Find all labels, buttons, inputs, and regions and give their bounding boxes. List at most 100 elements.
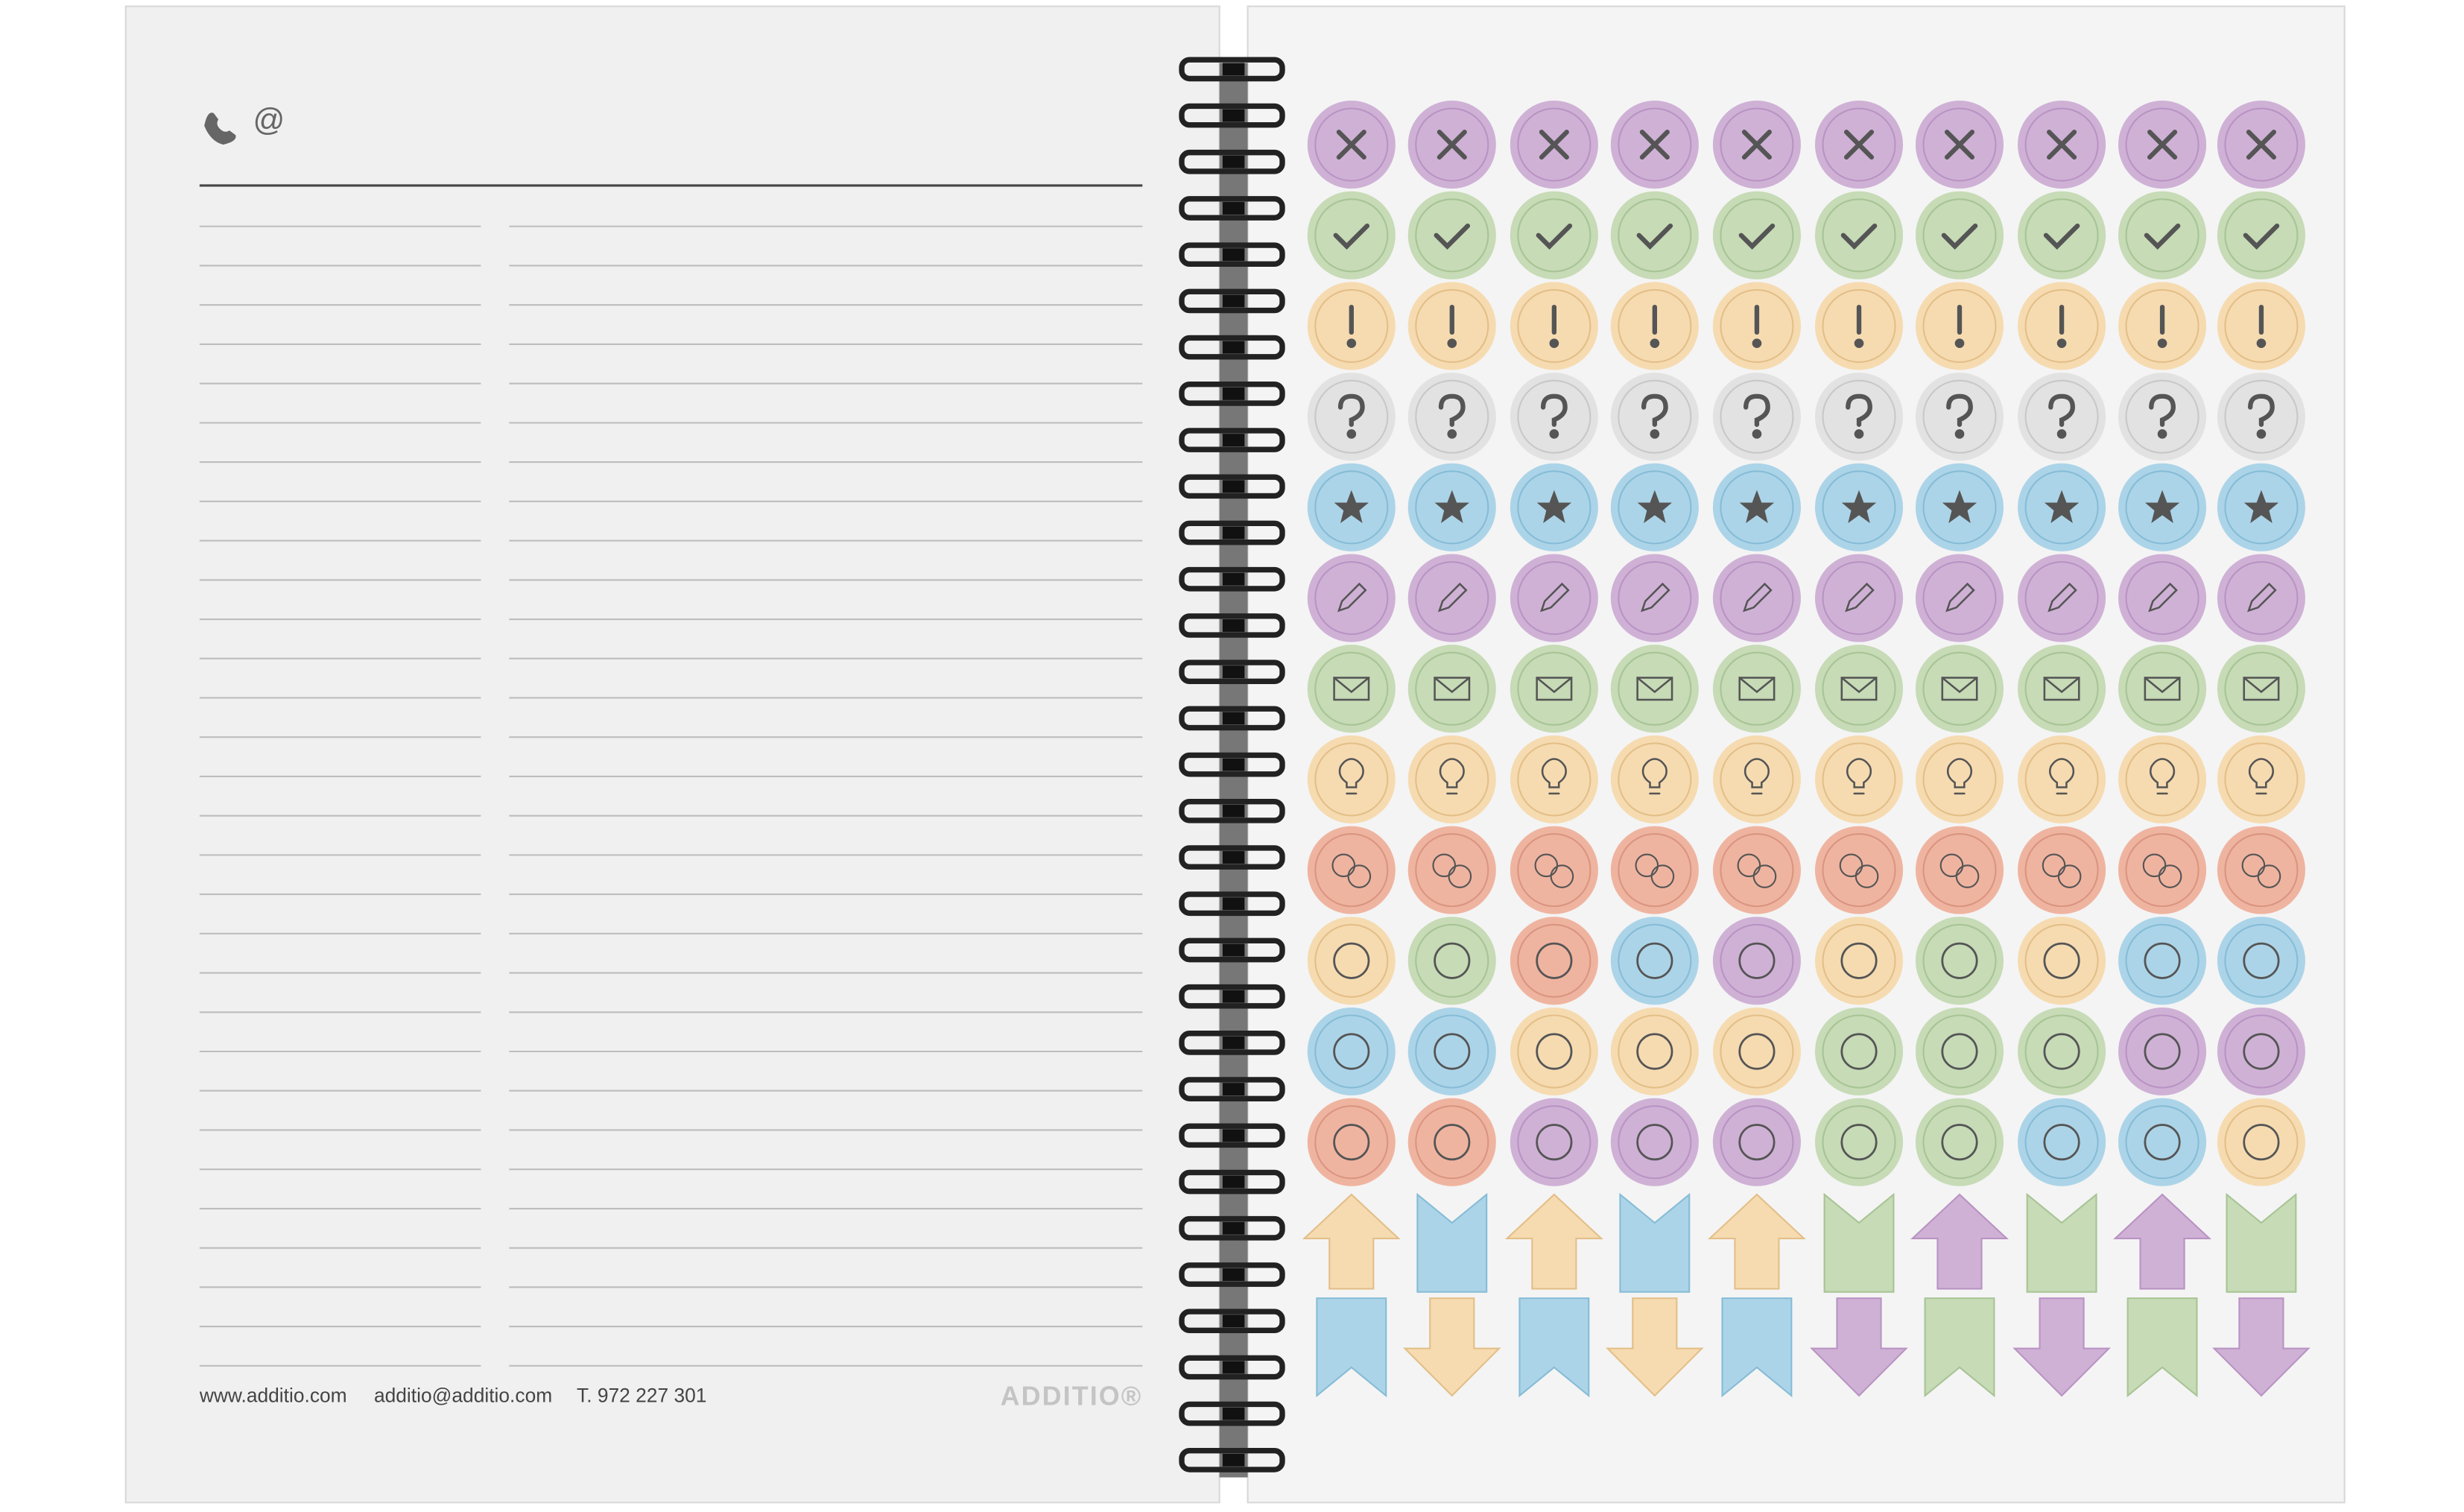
spiral-loop	[1179, 196, 1285, 221]
sticker	[1712, 191, 1801, 279]
icon-misc	[1333, 942, 1370, 979]
sticker-ring	[2224, 833, 2299, 908]
icon-dot	[1752, 429, 1762, 439]
sticker-ring	[1822, 1105, 1896, 1180]
sticker-icon	[1840, 1033, 1878, 1070]
sticker-icon	[1536, 942, 1573, 979]
sticker-icon	[1438, 393, 1466, 439]
sticker-ring	[1618, 1014, 1692, 1089]
sticker	[2118, 554, 2207, 642]
sticker	[1510, 554, 1598, 642]
sticker	[1610, 917, 1699, 1005]
sticker-icon	[1434, 490, 1469, 523]
sticker	[1407, 645, 1496, 733]
sticker-ring	[1415, 560, 1489, 636]
sticker-ring	[1618, 379, 1692, 454]
sticker-ring	[1314, 1105, 1389, 1180]
icon-misc	[2144, 1124, 2181, 1161]
sticker	[1814, 554, 1904, 642]
spiral-loop	[1179, 891, 1285, 917]
icon-face	[1432, 853, 1457, 878]
sticker-icon	[1954, 304, 1965, 348]
bookmark-sticker	[1619, 1192, 1691, 1293]
spiral-loop-back	[1222, 1221, 1245, 1235]
icon-star	[1942, 490, 1977, 523]
sticker-ring	[1517, 379, 1592, 454]
sticker-ring	[1517, 560, 1592, 636]
sticker-icon	[2149, 758, 2176, 795]
sticker-ring	[2125, 198, 2199, 273]
sticker-icon	[1641, 758, 1668, 795]
sticker-ring	[1517, 1105, 1592, 1180]
spiral-loop	[1179, 566, 1285, 592]
sticker	[1712, 373, 1801, 461]
icon-bulb	[1946, 758, 1973, 795]
spiral-loop-back	[1222, 851, 1245, 864]
sticker	[1510, 373, 1598, 461]
icon-pencil	[1945, 582, 1975, 613]
spiral-loop	[1179, 103, 1285, 128]
icon-mail	[1941, 677, 1978, 701]
icon-dot	[1549, 338, 1559, 348]
spiral-loop-back	[1222, 1407, 1245, 1420]
icon-mail	[2043, 677, 2080, 701]
sticker	[2217, 735, 2305, 823]
sticker-ring	[1314, 742, 1389, 817]
sticker-icon	[1338, 758, 1364, 795]
sticker-ring	[1415, 470, 1489, 545]
icon-star	[1334, 490, 1369, 523]
sticker-ring	[1720, 742, 1794, 817]
spiral-loop-back	[1222, 434, 1245, 447]
sticker-icon	[1447, 304, 1457, 348]
spiral-loop-back	[1222, 943, 1245, 957]
sticker-ring	[2125, 470, 2199, 545]
sticker-icon	[1743, 393, 1770, 439]
footer-email: additio@additio.com	[374, 1384, 552, 1406]
icon-bulb	[1541, 758, 1567, 795]
icon-pencil	[2047, 582, 2077, 613]
sticker-ring	[2224, 742, 2299, 817]
sticker-icon	[1636, 1033, 1673, 1070]
sticker-ring	[1720, 833, 1794, 908]
sticker-icon	[1536, 1033, 1573, 1070]
sticker	[2217, 645, 2305, 733]
sticker-ring	[2224, 379, 2299, 454]
spiral-loop	[1179, 845, 1285, 870]
sticker-ring	[1822, 288, 1896, 364]
icon-star	[2044, 490, 2080, 523]
icon-mail-flap	[1536, 677, 1573, 694]
sticker-ring	[1922, 379, 1997, 454]
spiral-loop-back	[1222, 248, 1245, 262]
icon-misc	[1434, 942, 1471, 979]
sticker-ring	[1517, 107, 1592, 182]
sticker	[1814, 1007, 1904, 1096]
sticker-icon	[2243, 677, 2280, 701]
spiral-loop	[1179, 1401, 1285, 1426]
sticker-ring	[2224, 923, 2299, 998]
arrow-sticker	[1302, 1193, 1401, 1290]
icon-quest	[1337, 393, 1365, 427]
icon-check	[2043, 223, 2080, 250]
icon-dot	[2256, 338, 2267, 348]
sticker-icon	[1549, 304, 1559, 348]
spiral-loop	[1179, 335, 1285, 360]
sticker-ring	[1517, 198, 1592, 273]
sticker-icon	[1738, 942, 1776, 979]
sticker	[2118, 373, 2207, 461]
sticker-ring	[1720, 560, 1794, 636]
sticker-ring	[1720, 198, 1794, 273]
icon-misc	[1333, 1124, 1370, 1161]
arrow-sticker	[1504, 1193, 1603, 1290]
sticker-icon	[2248, 758, 2275, 795]
sticker-icon	[2043, 677, 2080, 701]
sticker	[1814, 373, 1904, 461]
sticker-icon	[1346, 304, 1357, 348]
icon-dot	[2157, 429, 2167, 439]
sticker	[1307, 826, 1396, 914]
sticker-icon	[1333, 942, 1370, 979]
icon-check	[1738, 223, 1776, 250]
sticker-icon	[1840, 942, 1878, 979]
sticker-icon	[2049, 758, 2075, 795]
sticker-icon	[2043, 1033, 2080, 1070]
